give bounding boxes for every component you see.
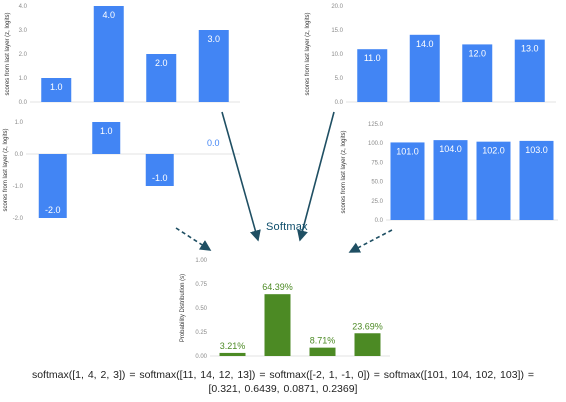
y-axis-label: scores from last layer (z, logits) (305, 12, 311, 95)
bar-data-label: 102.0 (482, 146, 505, 156)
logits-chart-2: 20.0 15.0 10.0 5.0 0.0 scores from last layer… (300, 0, 566, 110)
logits-chart-3-svg: 1.0 0.0 -1.0 -2.0 scores from last layer (z,… (3, 120, 240, 222)
bar-data-label: 103.0 (525, 145, 548, 155)
y-tick-label: 50.0 (371, 180, 383, 186)
logits-chart-1-svg: 4.0 3.0 2.0 1.0 0.0 scores from last layer (z… (5, 4, 240, 106)
y-tick-label: 20.0 (331, 4, 343, 10)
bar-data-label: 101.0 (396, 146, 419, 156)
bar-data-label: 104.0 (439, 144, 462, 154)
y-tick-label: 10.0 (331, 52, 343, 58)
bar-data-label: 12.0 (468, 48, 486, 58)
bar (462, 44, 493, 102)
arrow-from-chart-4 (348, 229, 393, 253)
y-tick-label: 2.0 (19, 52, 28, 58)
bar (146, 54, 177, 102)
y-tick-label: -1.0 (13, 184, 24, 190)
y-tick-label: 0.0 (375, 218, 384, 224)
bar-data-label: 3.21% (220, 341, 246, 351)
logits-chart-4: 125.0 100.0 75.0 50.0 25.0 0.0 scores from las… (330, 118, 566, 230)
y-tick-label: 0.75 (195, 282, 207, 288)
y-tick-label: 1.0 (19, 76, 28, 82)
y-tick-label: 0.0 (335, 100, 344, 106)
softmax-equation: softmax([1, 4, 2, 3]) = softmax([11, 14,… (0, 368, 566, 396)
bar-data-label: 1.0 (50, 82, 63, 92)
y-axis-label: scores from last layer (z, logits) (341, 130, 347, 213)
y-tick-label: 1.00 (195, 258, 207, 264)
bar (409, 34, 440, 102)
bar (219, 352, 246, 356)
bar (357, 49, 388, 102)
probability-chart: 1.00 0.75 0.50 0.25 0.00 Probability Distribu… (168, 252, 398, 362)
bar (433, 140, 468, 220)
bar (514, 39, 545, 102)
arrow-from-chart-3 (175, 227, 212, 251)
bar (93, 6, 124, 102)
y-tick-label: 3.0 (19, 28, 28, 34)
bar-data-label: 8.71% (310, 336, 336, 346)
bar-data-label: 4.0 (102, 10, 115, 20)
logits-chart-3: 1.0 0.0 -1.0 -2.0 scores from last layer (z,… (0, 112, 250, 230)
bar-data-label: 11.0 (364, 53, 381, 63)
equation-line-2: [0.321, 0.6439, 0.0871, 0.2369] (208, 383, 358, 395)
y-tick-label: 0.25 (195, 330, 207, 336)
y-tick-label: 125.0 (368, 122, 384, 128)
y-axis-label: scores from last layer (z, logits) (3, 128, 9, 211)
bar (390, 142, 425, 220)
y-tick-label: 0.00 (195, 354, 207, 360)
y-tick-label: 0.0 (19, 100, 28, 106)
y-tick-label: 5.0 (335, 76, 344, 82)
bar-data-label: 23.69% (352, 321, 383, 331)
bar (41, 78, 72, 102)
y-tick-label: 75.0 (371, 160, 383, 166)
softmax-label: Softmax (266, 221, 308, 233)
probability-chart-svg: 1.00 0.75 0.50 0.25 0.00 Probability Distribu… (180, 258, 390, 360)
bar (354, 333, 381, 356)
bar (198, 30, 229, 102)
bar-data-label: 0.0 (207, 138, 220, 148)
y-tick-label: 1.0 (15, 120, 24, 126)
bar (476, 141, 511, 220)
bar-data-label: 13.0 (521, 44, 539, 54)
bar (264, 294, 291, 356)
equation-line-1: softmax([1, 4, 2, 3]) = softmax([11, 14,… (31, 369, 535, 381)
logits-chart-2-svg: 20.0 15.0 10.0 5.0 0.0 scores from last layer… (305, 4, 556, 106)
bar-data-label: -2.0 (45, 205, 61, 215)
bar (38, 154, 67, 218)
bar (92, 122, 121, 154)
y-tick-label: 4.0 (19, 4, 28, 10)
bar (309, 347, 336, 356)
y-tick-label: -2.0 (13, 216, 24, 222)
bar-data-label: 1.0 (100, 126, 113, 136)
y-tick-label: 15.0 (331, 28, 343, 34)
bar-data-label: 3.0 (207, 34, 220, 44)
bar (145, 154, 174, 186)
y-tick-label: 25.0 (371, 199, 383, 205)
logits-chart-4-svg: 125.0 100.0 75.0 50.0 25.0 0.0 scores from las… (341, 122, 558, 224)
bar (519, 140, 554, 220)
bar-data-label: 2.0 (155, 58, 168, 68)
y-tick-label: 0.50 (195, 306, 207, 312)
y-tick-label: 100.0 (368, 141, 384, 147)
bar-data-label: 14.0 (416, 39, 434, 49)
logits-chart-1: 4.0 3.0 2.0 1.0 0.0 scores from last layer (z… (0, 0, 250, 110)
y-tick-label: 0.0 (15, 152, 24, 158)
bar-data-label: -1.0 (152, 173, 168, 183)
y-axis-label: scores from last layer (z, logits) (5, 12, 11, 95)
bar-data-label: 64.39% (262, 282, 293, 292)
y-axis-label: Probability Distribution (s) (180, 274, 186, 342)
